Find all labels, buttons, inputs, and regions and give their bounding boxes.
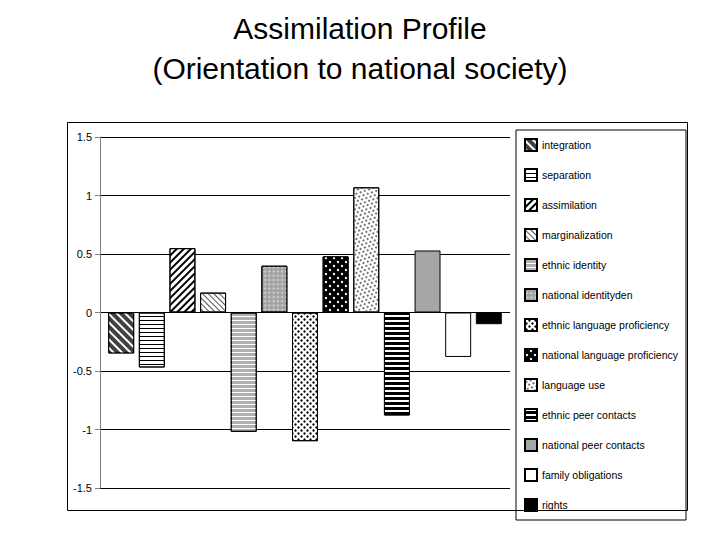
svg-text:-1: -1	[82, 424, 92, 436]
svg-text:language use: language use	[542, 379, 605, 391]
svg-text:1: 1	[86, 190, 92, 202]
svg-text:0: 0	[86, 307, 92, 319]
svg-text:0.5: 0.5	[77, 248, 92, 260]
svg-text:national language proficiency: national language proficiency	[542, 349, 679, 361]
svg-text:ethnic identity: ethnic identity	[542, 259, 607, 271]
svg-text:1.5: 1.5	[77, 131, 92, 143]
svg-text:integration: integration	[542, 139, 591, 151]
svg-text:assimilation: assimilation	[542, 199, 597, 211]
svg-text:ethnic language proficiency: ethnic language proficiency	[542, 319, 670, 331]
svg-text:national identityden: national identityden	[542, 289, 633, 301]
svg-text:rights: rights	[542, 499, 568, 511]
svg-text:separation: separation	[542, 169, 591, 181]
svg-text:Assimilation Profile: Assimilation Profile	[233, 12, 486, 45]
svg-text:ethnic peer contacts: ethnic peer contacts	[542, 409, 636, 421]
svg-text:-0.5: -0.5	[73, 365, 92, 377]
svg-text:national peer contacts: national peer contacts	[542, 439, 645, 451]
svg-text:(Orientation to national socie: (Orientation to national society)	[152, 52, 567, 85]
svg-text:-1.5: -1.5	[73, 482, 92, 494]
svg-text:marginalization: marginalization	[542, 229, 613, 241]
svg-text:family obligations: family obligations	[542, 469, 623, 481]
